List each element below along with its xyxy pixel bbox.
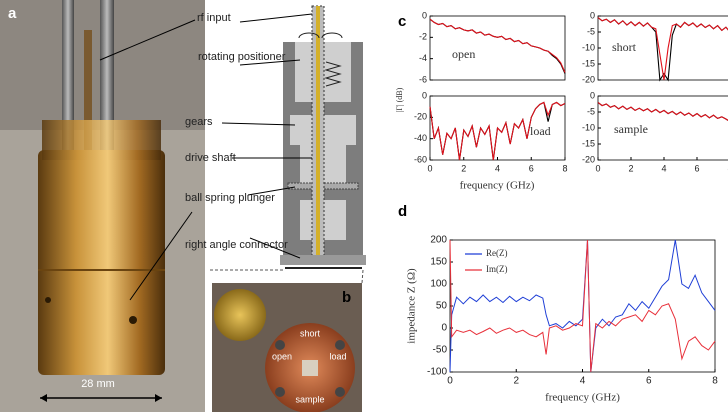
x-tick-label: 6 [529, 163, 534, 173]
schematic-label: rotating positioner [198, 51, 286, 63]
series-line [597, 101, 728, 121]
y-tick-label: 0 [590, 10, 595, 20]
panel-label: c [398, 13, 406, 30]
annotation: sample [614, 122, 648, 136]
y-tick-label: -20 [414, 112, 427, 122]
y-tick-label: 100 [430, 279, 447, 290]
annotation: load [530, 124, 551, 138]
plot-frame [429, 15, 566, 81]
annotation: open [452, 47, 475, 61]
legend-label: Im(Z) [486, 264, 508, 274]
series-line [429, 18, 566, 74]
y-tick-label: -20 [582, 74, 595, 84]
photo-b [212, 283, 362, 412]
y-tick-label: 200 [430, 235, 447, 246]
y-tick-label: -60 [414, 154, 427, 164]
y-tick-label: -6 [419, 74, 427, 84]
x-tick-label: 4 [580, 376, 586, 387]
x-tick-label: 2 [513, 376, 519, 387]
x-tick-label: 0 [427, 163, 432, 173]
x-tick-label: 2 [461, 163, 466, 173]
y-tick-label: -10 [582, 42, 595, 52]
schematic-label: drive shaft [185, 152, 236, 164]
x-tick-label: 4 [661, 163, 666, 173]
y-tick-label: -5 [587, 106, 595, 116]
position-label: short [300, 328, 321, 338]
photo-a [0, 0, 205, 412]
schematic-label: rf input [197, 12, 231, 24]
x-axis-label: frequency (GHz) [460, 180, 535, 192]
legend-label: Re(Z) [486, 248, 508, 258]
panel-label: a [8, 5, 17, 22]
panel-label: b [342, 289, 351, 306]
y-tick-label: -5 [587, 26, 595, 36]
y-tick-label: 150 [430, 257, 447, 268]
position-label: sample [295, 394, 324, 404]
y-tick-label: -15 [582, 138, 595, 148]
position-label: open [272, 351, 292, 361]
plot-frame [449, 239, 716, 373]
x-tick-label: 8 [562, 163, 567, 173]
y-axis-label: |Γ| (dB) [395, 87, 404, 112]
x-axis-label: frequency (GHz) [545, 392, 620, 404]
x-tick-label: 0 [447, 376, 453, 387]
y-axis-label: impedance Z (Ω) [406, 268, 418, 344]
x-tick-label: 6 [694, 163, 699, 173]
schematic-label: rotating positioner [198, 51, 286, 63]
series-line [429, 18, 566, 73]
x-tick-label: 4 [495, 163, 500, 173]
y-tick-label: 0 [441, 323, 447, 334]
position-label: load [329, 351, 346, 361]
annotation: short [612, 40, 637, 54]
panel-label: d [398, 203, 407, 220]
scale-label: 28 mm [81, 378, 115, 390]
series-line [597, 17, 728, 81]
x-tick-label: 6 [646, 376, 652, 387]
y-tick-label: -20 [582, 154, 595, 164]
schematic-label: ball spring plunger [185, 192, 275, 204]
y-tick-label: -50 [433, 345, 448, 356]
x-tick-label: 0 [595, 163, 600, 173]
schematic [210, 5, 366, 284]
series-line [449, 239, 716, 373]
x-tick-label: 2 [628, 163, 633, 173]
y-tick-label: 0 [590, 90, 595, 100]
y-tick-label: -100 [427, 367, 447, 378]
y-tick-label: 50 [436, 301, 448, 312]
leader-lines [99, 13, 313, 301]
y-tick-label: -10 [582, 122, 595, 132]
x-tick-label: 8 [712, 376, 718, 387]
y-tick-label: -4 [419, 53, 427, 63]
y-tick-label: -15 [582, 58, 595, 68]
series-line [597, 101, 728, 121]
y-tick-label: -2 [419, 32, 427, 42]
schematic-label: gears [185, 116, 213, 128]
y-tick-label: 0 [422, 10, 427, 20]
series-line [429, 101, 566, 161]
y-tick-label: -40 [414, 133, 427, 143]
y-tick-label: 0 [422, 90, 427, 100]
series-line [449, 239, 716, 373]
schematic-label: right angle connector [185, 239, 288, 251]
